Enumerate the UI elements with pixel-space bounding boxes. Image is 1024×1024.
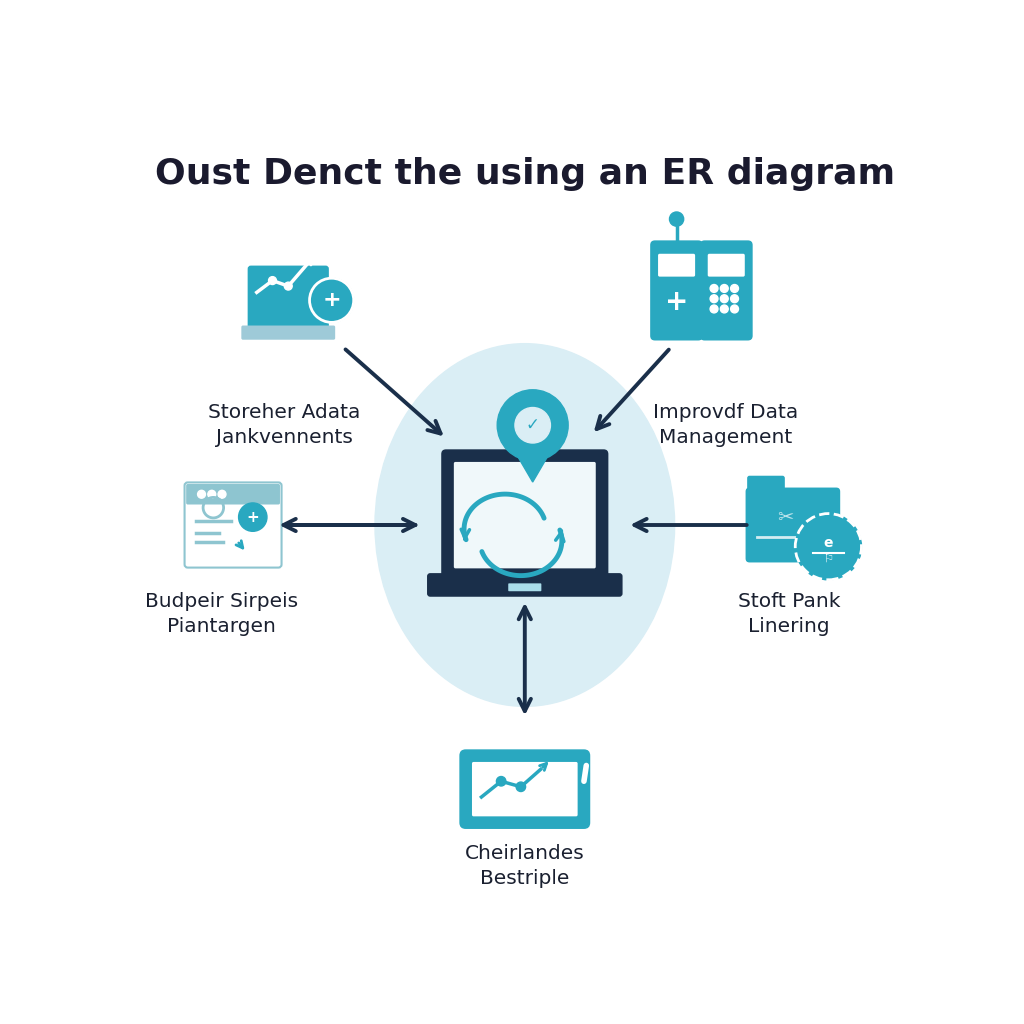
Text: Budpeir Sirpeis
Piantargen: Budpeir Sirpeis Piantargen xyxy=(144,592,298,636)
FancyBboxPatch shape xyxy=(242,326,335,340)
Text: ⚐: ⚐ xyxy=(823,554,834,563)
Circle shape xyxy=(730,295,738,303)
Circle shape xyxy=(720,305,728,313)
FancyBboxPatch shape xyxy=(745,487,840,562)
FancyBboxPatch shape xyxy=(699,241,753,341)
FancyBboxPatch shape xyxy=(748,476,784,498)
Circle shape xyxy=(208,490,216,499)
FancyBboxPatch shape xyxy=(454,462,596,568)
Circle shape xyxy=(796,514,861,580)
Circle shape xyxy=(309,279,353,323)
FancyBboxPatch shape xyxy=(441,450,608,581)
Circle shape xyxy=(710,295,718,303)
Text: Improvdf Data
Management: Improvdf Data Management xyxy=(653,402,799,446)
FancyBboxPatch shape xyxy=(427,573,623,597)
FancyBboxPatch shape xyxy=(472,762,578,816)
Circle shape xyxy=(239,503,267,531)
Circle shape xyxy=(730,305,738,313)
FancyBboxPatch shape xyxy=(708,254,744,276)
Circle shape xyxy=(516,782,525,792)
Text: Storeher Adata
Jankvennents: Storeher Adata Jankvennents xyxy=(208,402,360,446)
Circle shape xyxy=(720,295,728,303)
Text: ✓: ✓ xyxy=(525,417,540,434)
Text: +: + xyxy=(665,289,688,316)
Circle shape xyxy=(730,285,738,293)
Text: e: e xyxy=(823,536,834,550)
Circle shape xyxy=(497,776,506,786)
FancyBboxPatch shape xyxy=(650,241,703,341)
Circle shape xyxy=(218,490,226,499)
Polygon shape xyxy=(508,439,557,482)
FancyBboxPatch shape xyxy=(248,265,329,331)
Circle shape xyxy=(515,408,551,443)
Text: Cheirlandes
Bestriple: Cheirlandes Bestriple xyxy=(465,845,585,889)
Circle shape xyxy=(285,283,292,290)
Text: ✂: ✂ xyxy=(777,508,794,526)
Circle shape xyxy=(710,285,718,293)
Ellipse shape xyxy=(375,344,675,707)
Text: +: + xyxy=(247,510,259,524)
Circle shape xyxy=(268,276,276,285)
FancyBboxPatch shape xyxy=(184,482,282,567)
FancyBboxPatch shape xyxy=(508,584,542,591)
Circle shape xyxy=(198,490,206,499)
Circle shape xyxy=(498,390,568,461)
FancyBboxPatch shape xyxy=(460,750,590,829)
FancyBboxPatch shape xyxy=(186,484,280,505)
FancyBboxPatch shape xyxy=(658,254,695,276)
Text: +: + xyxy=(323,290,341,310)
Circle shape xyxy=(710,305,718,313)
Circle shape xyxy=(670,212,684,226)
Text: Stoft Pank
Linering: Stoft Pank Linering xyxy=(737,592,840,636)
Text: Oust Denct the using an ER diagram: Oust Denct the using an ER diagram xyxy=(155,157,895,191)
Circle shape xyxy=(720,285,728,293)
